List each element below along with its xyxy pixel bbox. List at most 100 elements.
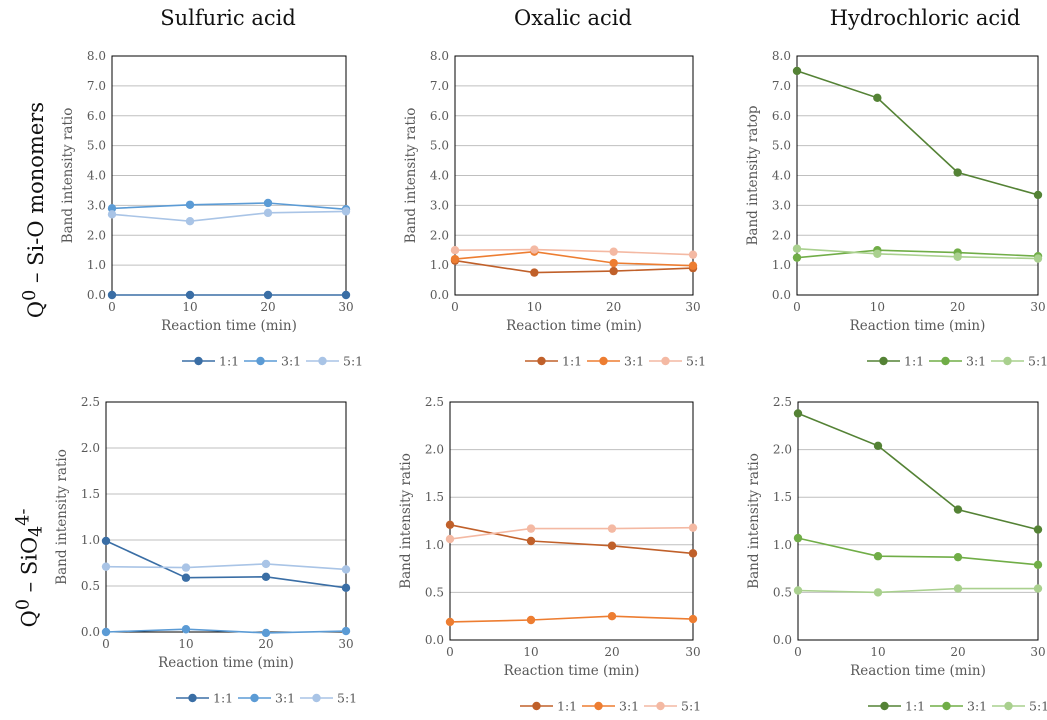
chart-panel-hydrochloric-monomers: 0.0 1.0 2.0 3.0 4.0 5.0 6.0 7.0 8.0 0 10 20 30 Reacti… [745, 49, 1047, 369]
legend-marker [188, 693, 197, 703]
data-point-5:1 [341, 565, 351, 574]
y-tick-label: 1.0 [773, 538, 792, 552]
y-tick-label: 5.0 [87, 139, 106, 153]
data-point-5:1 [185, 217, 195, 226]
y-tick-label: 1.5 [425, 490, 444, 504]
legend-marker [656, 701, 665, 711]
x-axis-title: Reaction time (min) [850, 663, 986, 679]
data-point-1:1 [607, 541, 617, 550]
legend-label: 3:1 [967, 699, 987, 714]
legend-marker [532, 701, 541, 711]
legend-label: 5:1 [343, 354, 363, 369]
y-tick-label: 0.0 [772, 288, 791, 302]
series-line-5:1 [449, 526, 694, 540]
x-tick-label: 10 [870, 645, 885, 659]
data-point-3:1 [185, 200, 195, 209]
data-point-1:1 [873, 93, 882, 103]
data-point-1:1 [341, 290, 351, 300]
legend-label: 3:1 [966, 354, 986, 369]
data-point-3:1 [609, 258, 618, 268]
column-title-hydrochloric: Hydrochloric acid [829, 6, 1021, 30]
y-tick-label: 1.0 [772, 258, 791, 272]
legend-label: 1:1 [219, 354, 239, 369]
data-point-1:1 [1033, 190, 1043, 200]
x-tick-label: 10 [182, 300, 197, 314]
data-point-5:1 [101, 562, 111, 571]
chart-panel-oxalic-monomers: 0.0 1.0 2.0 3.0 4.0 5.0 6.0 7.0 8.0 0 10 20 30 Reacti… [403, 49, 706, 369]
y-tick-label: 4.0 [87, 169, 106, 183]
data-point-3:1 [793, 533, 803, 543]
y-axis-title: Band intensity ratio [746, 453, 762, 589]
data-point-5:1 [953, 252, 962, 261]
x-axis-title: Reaction time (min) [161, 318, 297, 334]
data-point-5:1 [526, 524, 536, 533]
series-line-3:1 [796, 249, 1039, 259]
x-tick-label: 0 [793, 300, 801, 314]
data-point-1:1 [953, 505, 963, 514]
y-tick-label: 0.0 [81, 625, 100, 639]
series-line-5:1 [105, 563, 347, 571]
x-tick-label: 20 [604, 645, 619, 659]
data-point-5:1 [873, 249, 882, 258]
y-tick-label: 8.0 [772, 49, 791, 63]
y-tick-label: 0.0 [87, 288, 106, 302]
data-point-5:1 [688, 523, 698, 532]
legend-label: 3:1 [624, 354, 644, 369]
y-tick-label: 5.0 [430, 139, 449, 153]
series-line-3:1 [449, 615, 694, 623]
y-tick-label: 3.0 [772, 198, 791, 212]
y-tick-label: 2.0 [81, 441, 100, 455]
chart-panel-sulfuric-monomers: 0.0 1.0 2.0 3.0 4.0 5.0 6.0 7.0 8.0 0 10 20 30 Reacti… [60, 49, 363, 369]
chart-panel-hydrochloric-sio4: 0.0 0.5 1.0 1.5 2.0 2.5 0 10 20 30 Reaction time (… [746, 395, 1047, 714]
data-point-5:1 [1033, 254, 1043, 263]
y-tick-label: 8.0 [87, 49, 106, 63]
data-point-5:1 [445, 534, 455, 544]
data-point-1:1 [873, 441, 883, 450]
data-point-1:1 [792, 66, 802, 76]
column-title-sulfuric: Sulfuric acid [160, 6, 296, 30]
x-tick-label: 20 [606, 300, 621, 314]
data-point-5:1 [1033, 584, 1043, 593]
data-point-5:1 [263, 208, 273, 218]
legend-marker [312, 693, 321, 703]
legend-label: 1:1 [904, 354, 924, 369]
data-point-1:1 [263, 290, 273, 300]
x-tick-label: 10 [523, 645, 538, 659]
y-tick-label: 1.0 [81, 533, 100, 547]
series-line-3:1 [111, 202, 347, 211]
series-line-3:1 [797, 537, 1039, 566]
y-axis-title: Band intensity ratio [60, 108, 76, 244]
series-line-5:1 [454, 248, 694, 256]
plot-frame [796, 55, 1039, 296]
data-point-1:1 [1033, 525, 1043, 534]
x-tick-label: 0 [794, 645, 802, 659]
data-point-1:1 [181, 573, 191, 582]
y-tick-label: 6.0 [430, 109, 449, 123]
legend-marker [194, 356, 203, 366]
data-point-5:1 [450, 245, 460, 255]
x-tick-label: 30 [1030, 300, 1045, 314]
y-tick-label: 0.0 [425, 633, 444, 647]
y-tick-label: 0.0 [430, 288, 449, 302]
y-tick-label: 2.0 [425, 443, 444, 457]
x-tick-label: 0 [102, 637, 110, 651]
series-line-1:1 [454, 259, 694, 274]
legend-marker [537, 356, 546, 366]
y-tick-label: 4.0 [772, 169, 791, 183]
data-point-3:1 [792, 253, 802, 262]
y-tick-label: 2.0 [772, 228, 791, 242]
data-point-1:1 [445, 520, 455, 530]
x-tick-label: 30 [338, 637, 353, 651]
series-line-3:1 [454, 250, 694, 267]
series-line-1:1 [797, 412, 1039, 531]
y-axis-title: Band intensity ratio [54, 449, 70, 585]
data-point-5:1 [873, 588, 883, 597]
data-point-5:1 [607, 524, 617, 533]
y-axis-title: Band intensity ratio [398, 453, 414, 589]
legend-label: 5:1 [686, 354, 706, 369]
legend-label: 5:1 [337, 691, 357, 706]
legend-marker [880, 701, 889, 711]
legend-marker [594, 701, 603, 711]
data-point-1:1 [107, 290, 117, 300]
y-tick-label: 1.0 [87, 258, 106, 272]
